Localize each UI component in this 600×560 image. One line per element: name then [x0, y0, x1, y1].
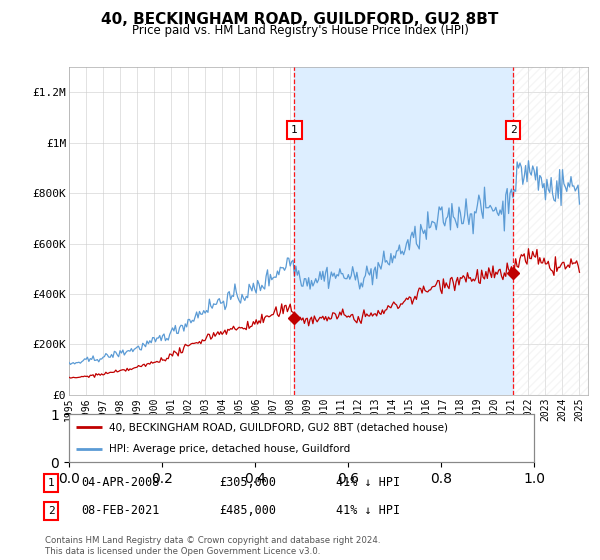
Text: 08-FEB-2021: 08-FEB-2021 — [81, 504, 160, 517]
Text: £485,000: £485,000 — [219, 504, 276, 517]
Text: 40, BECKINGHAM ROAD, GUILDFORD, GU2 8BT: 40, BECKINGHAM ROAD, GUILDFORD, GU2 8BT — [101, 12, 499, 27]
Text: 1: 1 — [47, 478, 55, 488]
Text: Contains HM Land Registry data © Crown copyright and database right 2024.
This d: Contains HM Land Registry data © Crown c… — [45, 536, 380, 556]
Text: Price paid vs. HM Land Registry's House Price Index (HPI): Price paid vs. HM Land Registry's House … — [131, 24, 469, 36]
Text: HPI: Average price, detached house, Guildford: HPI: Average price, detached house, Guil… — [109, 444, 350, 454]
Text: £305,000: £305,000 — [219, 476, 276, 489]
Text: 40, BECKINGHAM ROAD, GUILDFORD, GU2 8BT (detached house): 40, BECKINGHAM ROAD, GUILDFORD, GU2 8BT … — [109, 422, 448, 432]
Text: 41% ↓ HPI: 41% ↓ HPI — [336, 504, 400, 517]
Text: 41% ↓ HPI: 41% ↓ HPI — [336, 476, 400, 489]
Bar — [513, 67, 588, 395]
Text: 2: 2 — [47, 506, 55, 516]
Text: 04-APR-2008: 04-APR-2008 — [81, 476, 160, 489]
Text: 2: 2 — [510, 125, 517, 135]
Text: 1: 1 — [291, 125, 298, 135]
Bar — [295, 67, 513, 395]
